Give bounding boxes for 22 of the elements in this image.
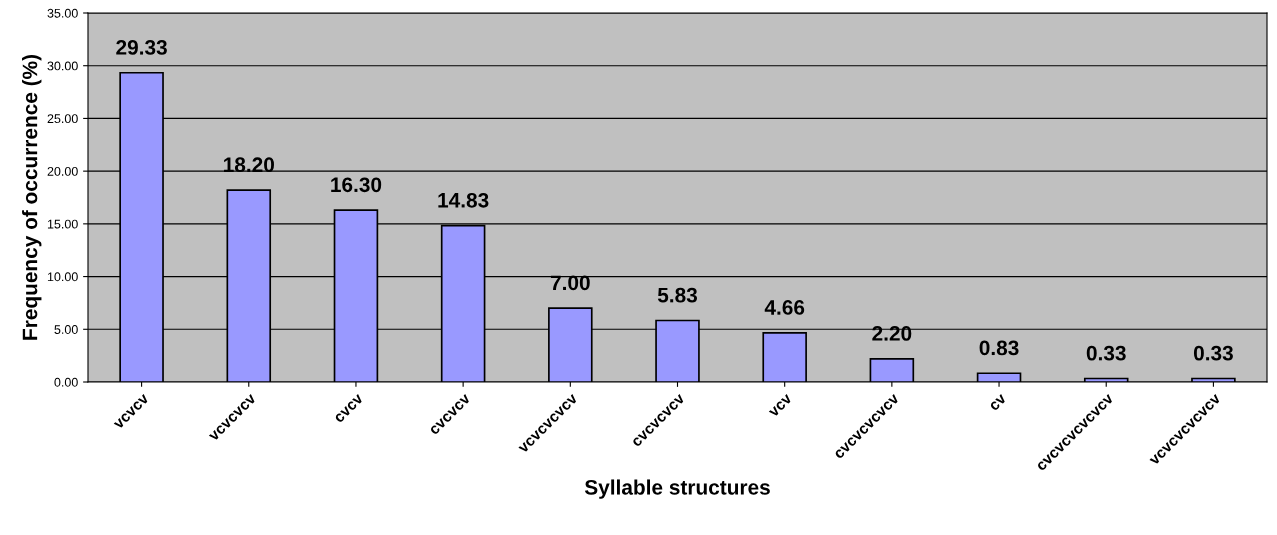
data-label: 4.66 [764, 300, 805, 315]
y-tick-label: 20.00 [47, 166, 78, 176]
data-label: 29.33 [116, 40, 167, 55]
data-label: 0.33 [1193, 345, 1233, 361]
data-label: 16.30 [331, 177, 382, 193]
x-axis-title: Syllable structures [584, 479, 770, 499]
data-label: 0.83 [979, 340, 1019, 356]
y-tick-label: 10.00 [47, 272, 78, 282]
data-label: 2.20 [872, 326, 912, 341]
data-label: 14.83 [438, 192, 489, 208]
y-tick-label: 15.00 [47, 219, 78, 229]
x-tick-label: cv [989, 393, 1007, 412]
y-tick-label: 5.00 [54, 325, 78, 334]
data-label: 18.20 [224, 157, 274, 173]
y-tick-label: 35.00 [47, 8, 78, 18]
x-tick-label: vcv [768, 393, 793, 418]
y-tick-label: 0.00 [54, 377, 78, 387]
y-axis-title: Frequency of occurrence (%) [22, 54, 42, 340]
y-tick-label: 30.00 [47, 61, 78, 71]
data-label: 5.83 [657, 287, 698, 303]
y-tick-label: 25.00 [47, 114, 78, 124]
data-label: 0.33 [1086, 345, 1126, 361]
